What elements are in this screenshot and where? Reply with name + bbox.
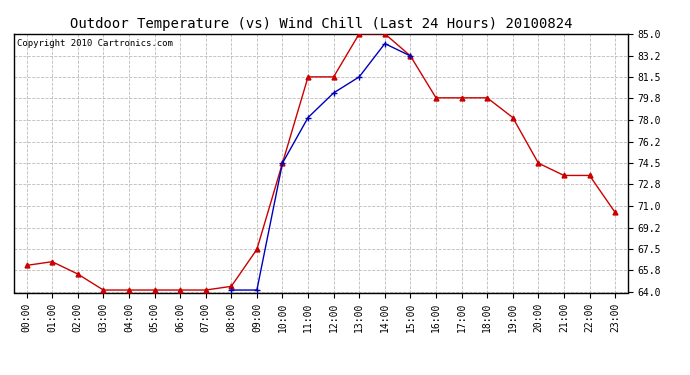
Text: Copyright 2010 Cartronics.com: Copyright 2010 Cartronics.com <box>17 39 172 48</box>
Title: Outdoor Temperature (vs) Wind Chill (Last 24 Hours) 20100824: Outdoor Temperature (vs) Wind Chill (Las… <box>70 17 572 31</box>
